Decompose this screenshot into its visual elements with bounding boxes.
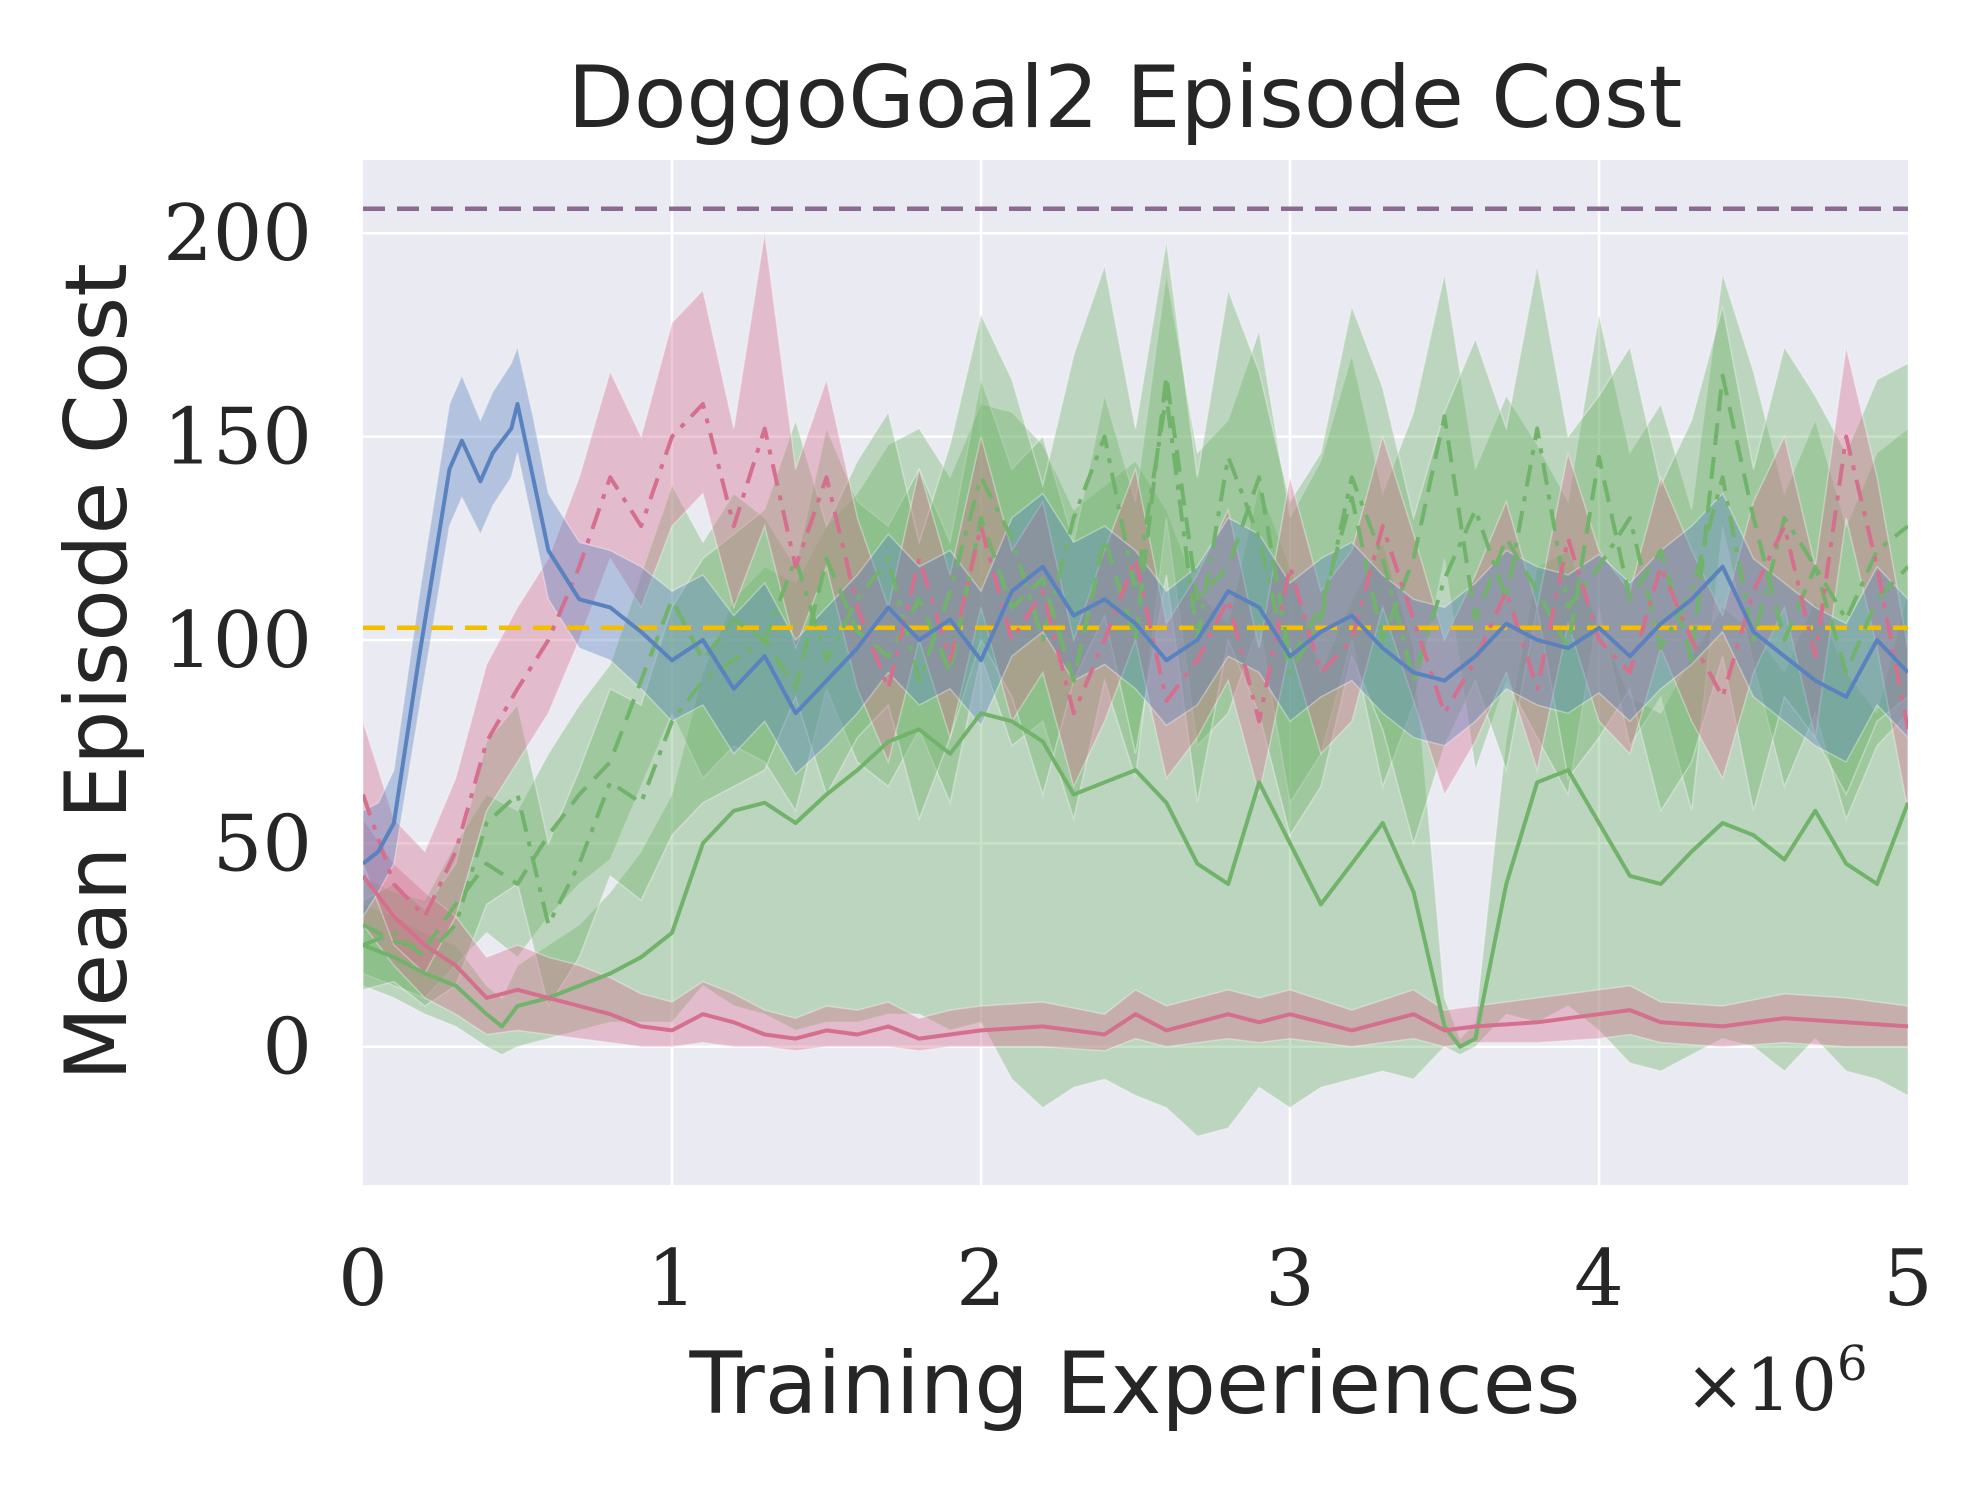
x-axis-multiplier: ×106 (1685, 1336, 1868, 1427)
y-tick-label: 200 (163, 189, 312, 279)
x-multiplier-base: ×10 (1685, 1343, 1837, 1427)
x-tick-label: 0 (338, 1234, 388, 1324)
pink-dashdot-line (363, 402, 1908, 919)
reference-lines (363, 206, 1908, 631)
series-lines (363, 373, 1908, 1049)
green-dashed-line (363, 373, 1908, 952)
y-tick-label: 150 (163, 393, 312, 483)
blue-solid-line (363, 402, 1908, 866)
x-multiplier-exponent: 6 (1837, 1336, 1868, 1392)
y-axis-label: Mean Episode Cost (47, 263, 147, 1081)
y-tick-label: 0 (262, 1003, 312, 1093)
y-tick-label: 100 (163, 596, 312, 686)
x-tick-label: 1 (647, 1234, 697, 1324)
x-tick-label: 5 (1883, 1234, 1933, 1324)
x-tick-label: 4 (1574, 1234, 1624, 1324)
x-tick-labels: 0 1 2 3 4 5 (338, 1234, 1933, 1324)
x-tick-label: 3 (1265, 1234, 1315, 1324)
y-tick-labels: 0 50 100 150 200 (163, 189, 312, 1092)
x-axis-label: Training Experiences (688, 1334, 1580, 1434)
y-tick-label: 50 (213, 799, 312, 889)
chart-title: DoggoGoal2 Episode Cost (568, 48, 1683, 148)
pink-solid-band (363, 817, 1908, 1052)
x-tick-label: 2 (956, 1234, 1006, 1324)
pink-solid-line (363, 874, 1908, 1041)
green-solid-line (363, 711, 1908, 1049)
